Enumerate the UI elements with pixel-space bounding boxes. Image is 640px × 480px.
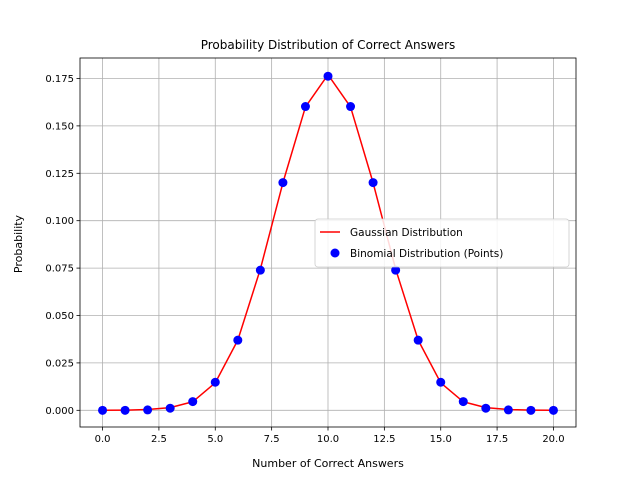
y-tick-label: 0.175 <box>45 74 74 85</box>
binomial-point <box>503 405 513 415</box>
binomial-point <box>233 335 243 345</box>
legend-swatch-binomial <box>330 248 340 258</box>
binomial-point <box>210 377 220 387</box>
binomial-point <box>436 377 446 387</box>
x-tick-label: 7.5 <box>264 434 280 445</box>
binomial-point <box>458 397 468 407</box>
legend-box <box>314 218 570 268</box>
legend-label-binomial: Binomial Distribution (Points) <box>350 248 503 260</box>
binomial-point <box>481 403 491 413</box>
y-tick-label: 0.125 <box>45 169 74 180</box>
series-layer <box>98 71 558 415</box>
y-tick-label: 0.100 <box>45 216 74 227</box>
x-tick-label: 10.0 <box>317 434 339 445</box>
chart-title: Probability Distribution of Correct Answ… <box>201 38 456 52</box>
binomial-point <box>278 178 288 188</box>
binomial-point <box>368 178 378 188</box>
legend: Gaussian Distribution Binomial Distribut… <box>314 218 570 268</box>
y-tick-label: 0.025 <box>45 358 74 369</box>
x-tick-label: 12.5 <box>373 434 395 445</box>
binomial-point <box>143 405 153 415</box>
binomial-point <box>98 405 108 415</box>
legend-label-gaussian: Gaussian Distribution <box>350 227 463 239</box>
binomial-point <box>391 265 401 275</box>
binomial-point <box>165 403 175 413</box>
x-axis-label: Number of Correct Answers <box>252 457 404 470</box>
y-tick-label: 0.050 <box>45 311 74 322</box>
y-tick-label: 0.150 <box>45 121 74 132</box>
binomial-point <box>323 71 333 81</box>
y-tick-label: 0.000 <box>45 406 74 417</box>
binomial-point <box>120 405 130 415</box>
binomial-point <box>188 397 198 407</box>
plot-frame <box>79 57 577 428</box>
binomial-point <box>413 335 423 345</box>
binomial-point <box>346 102 356 112</box>
binomial-point <box>300 102 310 112</box>
x-tick-label: 5.0 <box>207 434 223 445</box>
x-tick-label: 0.0 <box>95 434 111 445</box>
x-tick-label: 17.5 <box>486 434 508 445</box>
x-tick-label: 20.0 <box>542 434 564 445</box>
x-tick-label: 2.5 <box>151 434 167 445</box>
binomial-point <box>255 265 265 275</box>
binomial-point <box>548 405 558 415</box>
x-tick-label: 15.0 <box>430 434 452 445</box>
axis-ticks: 0.0 2.5 5.0 7.5 10.0 12.5 15.0 17.5 20.0 0.000 0.0… <box>45 74 564 445</box>
y-tick-label: 0.075 <box>45 264 74 275</box>
y-axis-label: Probability <box>12 214 25 273</box>
binomial-point <box>526 405 536 415</box>
